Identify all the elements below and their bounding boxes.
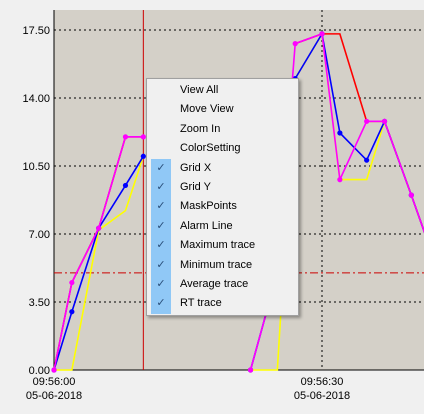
menu-item-label: MaskPoints xyxy=(180,200,237,213)
menu-item-average-trace[interactable]: ✓ Average trace xyxy=(149,274,296,295)
menu-item-label: Alarm Line xyxy=(180,219,233,232)
y-tick-label: 7.00 xyxy=(29,229,50,241)
menu-item-label: Zoom In xyxy=(180,122,221,135)
y-axis-ticks: 0.00 3.50 7.00 10.50 14.00 17.50 xyxy=(22,25,50,377)
menu-item-mask-points[interactable]: ✓ MaskPoints xyxy=(149,197,296,217)
series-point xyxy=(122,182,129,189)
menu-item-zoom-in[interactable]: ✓Zoom In xyxy=(149,120,296,139)
series-point xyxy=(69,279,75,286)
menu-item-alarm-line[interactable]: ✓ Alarm Line xyxy=(149,216,296,237)
menu-item-label: Minimum trace xyxy=(180,258,253,271)
check-icon: ✓ xyxy=(151,197,171,217)
menu-item-label: Average trace xyxy=(180,277,249,290)
y-tick-label: 17.50 xyxy=(22,25,50,37)
series-point xyxy=(69,309,75,315)
series-point xyxy=(337,177,343,183)
x-tick-date: 05-06-2018 xyxy=(26,390,82,402)
menu-item-grid-y[interactable]: ✓ Grid Y xyxy=(149,177,296,198)
y-tick-label: 10.50 xyxy=(22,161,50,173)
context-menu[interactable]: ✓View All ✓Move View ✓Zoom In ✓ColorSett… xyxy=(146,78,299,316)
check-icon: ✓ xyxy=(151,216,171,237)
menu-item-grid-x[interactable]: ✓ Grid X xyxy=(149,158,296,178)
menu-item-label: Grid Y xyxy=(180,180,211,193)
check-icon: ✓ xyxy=(151,274,171,295)
x-axis-ticks: 09:56:00 05-06-2018 09:56:30 05-06-2018 xyxy=(26,376,350,402)
menu-item-color-setting[interactable]: ✓ColorSetting xyxy=(149,139,296,158)
menu-item-minimum-trace[interactable]: ✓ Minimum trace xyxy=(149,255,296,275)
series-point xyxy=(122,134,129,140)
series-point xyxy=(408,192,414,198)
check-icon: ✓ xyxy=(151,158,171,178)
check-icon: ✓ xyxy=(151,236,171,256)
menu-item-label: ColorSetting xyxy=(180,142,241,155)
menu-item-label: RT trace xyxy=(180,297,222,310)
menu-item-move-view[interactable]: ✓Move View xyxy=(149,100,296,119)
check-icon: ✓ xyxy=(151,177,171,198)
series-point xyxy=(337,130,343,136)
menu-item-maximum-trace[interactable]: ✓ Maximum trace xyxy=(149,236,296,256)
check-icon: ✓ xyxy=(151,255,171,275)
menu-item-label: Grid X xyxy=(180,161,212,174)
series-point xyxy=(381,118,388,124)
series-point xyxy=(364,118,370,124)
x-tick-time: 09:56:00 xyxy=(33,376,76,388)
series-point xyxy=(247,367,254,373)
menu-item-view-all[interactable]: ✓View All xyxy=(149,81,296,100)
menu-item-rt-trace[interactable]: ✓ RT trace xyxy=(149,294,296,314)
series-point xyxy=(140,134,146,140)
series-point xyxy=(319,31,325,37)
series-point xyxy=(140,153,146,159)
y-tick-label: 14.00 xyxy=(22,93,50,105)
y-tick-label: 0.00 xyxy=(29,365,50,377)
y-tick-label: 3.50 xyxy=(29,297,50,309)
x-tick-date: 05-06-2018 xyxy=(294,390,350,402)
menu-item-label: Move View xyxy=(180,103,234,116)
series-point xyxy=(292,41,298,47)
series-point xyxy=(96,225,102,231)
check-icon: ✓ xyxy=(151,294,171,314)
series-point xyxy=(51,367,57,373)
series-point xyxy=(364,157,370,163)
x-tick-time: 09:56:30 xyxy=(301,376,344,388)
menu-item-label: Maximum trace xyxy=(180,239,256,252)
menu-item-label: View All xyxy=(180,84,219,96)
